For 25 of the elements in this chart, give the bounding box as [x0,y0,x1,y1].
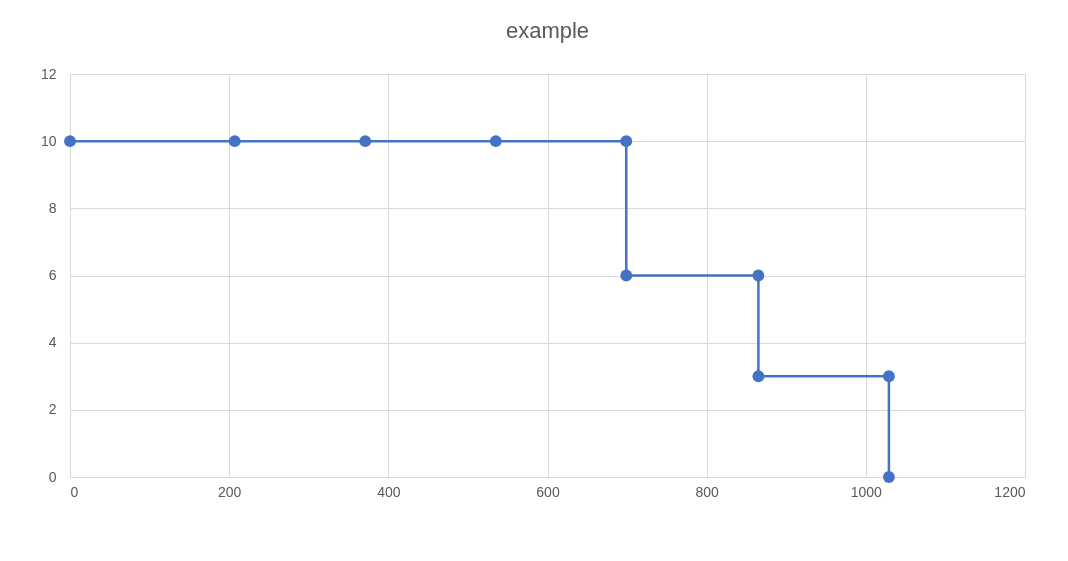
chart-title: example [505,18,590,43]
y-tick-label: 4 [48,334,57,351]
point [752,370,765,383]
point [883,370,895,383]
x-tick-label: 800 [695,483,720,500]
y-tick-label: 6 [48,267,57,283]
y-tick-label: 0 [48,468,57,485]
y-tick-label: 8 [48,199,57,216]
x-tick-label: 1200 [994,483,1026,500]
point [620,135,633,148]
x-tick-label: 1000 [850,483,883,500]
y-tick-label: 12 [40,65,57,82]
point [752,269,765,282]
point [883,471,895,483]
y-tick-label: 2 [48,401,57,418]
point [228,135,241,148]
x-tick-label: 200 [217,483,242,500]
point [359,135,372,148]
point [64,135,76,148]
y-tick-label: 10 [40,132,57,149]
point [489,135,502,148]
point [620,269,633,282]
x-tick-label: 0 [70,483,79,500]
x-tick-label: 600 [536,483,560,500]
x-tick-label: 400 [377,483,401,500]
